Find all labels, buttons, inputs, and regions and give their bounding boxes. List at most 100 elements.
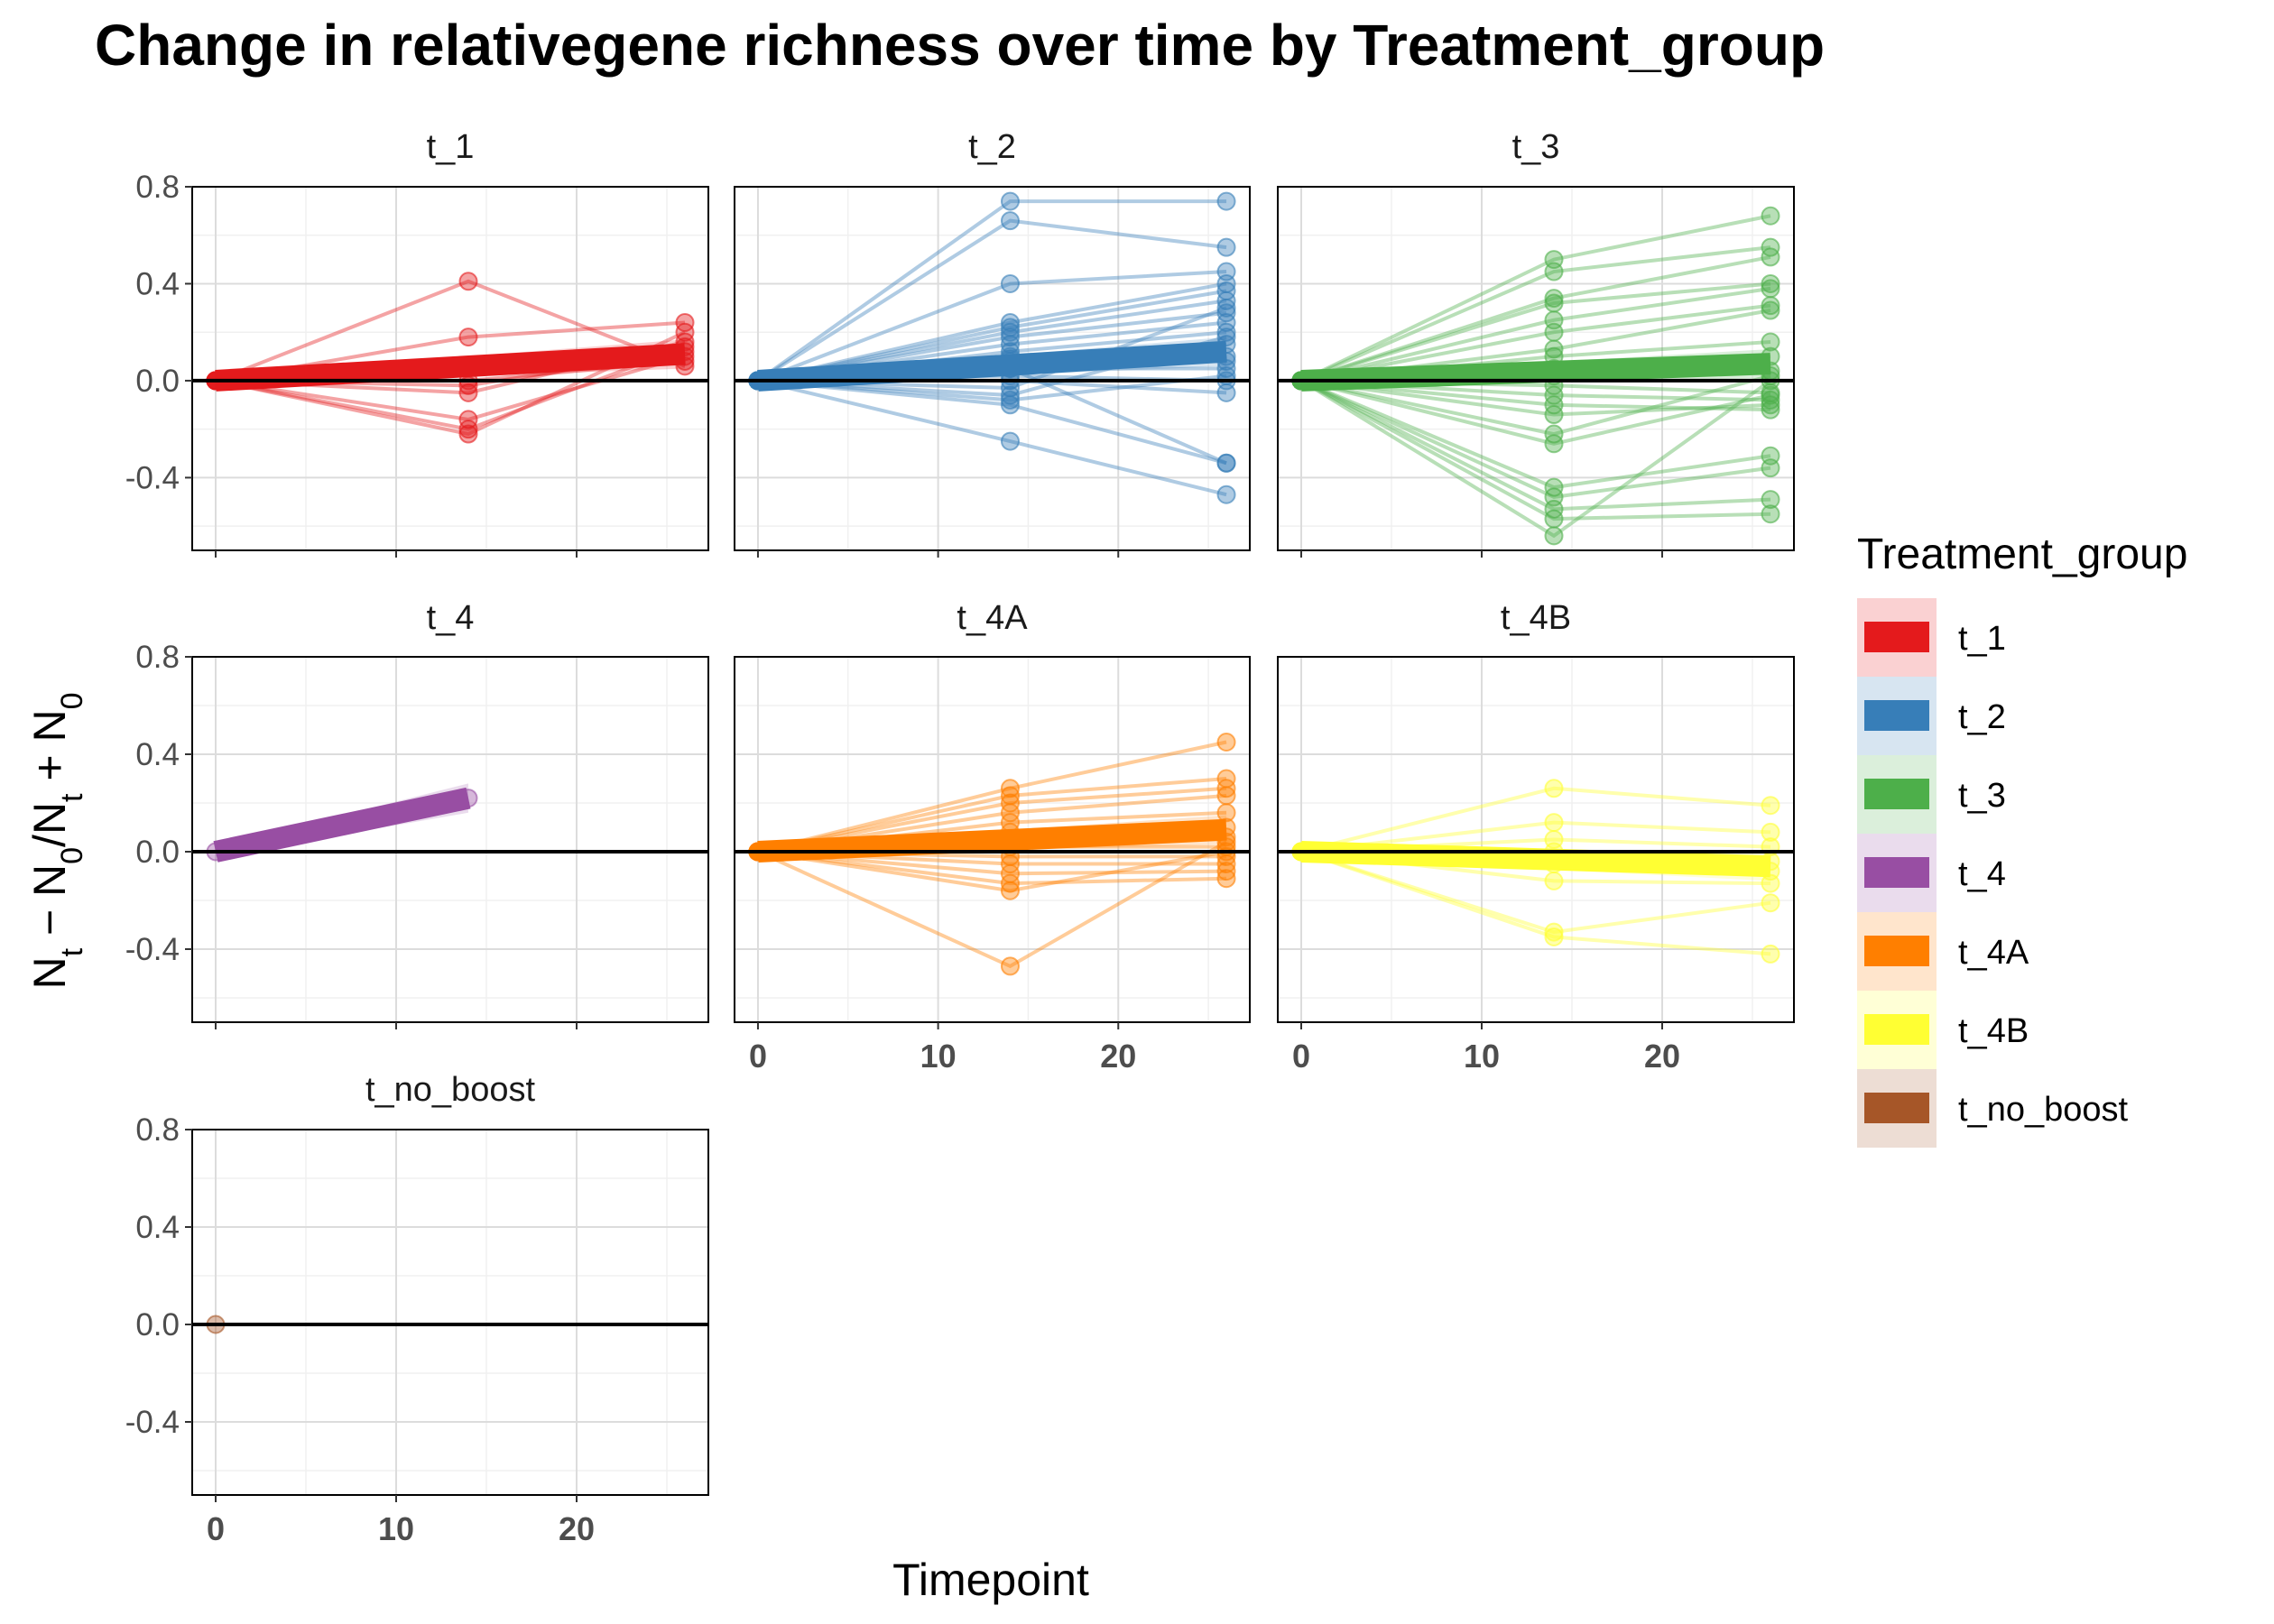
panel-t_4B: t_4B 0 10 20 [1277,599,1795,1075]
data-point [1761,504,1780,524]
data-point [1761,822,1780,842]
data-point [1000,385,1020,405]
data-point [1761,944,1780,964]
panel-t_3: t_3 [1277,128,1795,558]
y-tick-label: -0.4 [125,1405,180,1440]
series-line [757,378,1227,497]
series-line [757,777,1227,854]
data-point [458,410,478,429]
panel-t_2: t_2 [734,128,1251,558]
series-line [757,374,1227,402]
data-point [1761,247,1780,267]
series-line [757,850,1227,893]
y-axis-title-part: + N [24,709,75,793]
data-point [1000,312,1020,332]
y-axis-title-subscript: 0 [55,692,89,709]
data-point [1000,390,1020,410]
panel-border [191,1129,709,1496]
panel-border [191,186,709,551]
data-point [1544,779,1564,798]
y-tick-label: -0.4 [125,932,180,967]
y-tick-label: -0.4 [125,460,180,495]
data-point [1761,796,1780,816]
x-tick-label: 0 [1292,1038,1310,1075]
data-point [1216,484,1236,504]
legend-label: t_no_boost [1958,1091,2128,1129]
series-line [1300,379,1771,499]
data-point [458,424,478,444]
data-point [1000,395,1020,415]
trend-line [757,818,1227,863]
data-point [1761,279,1780,299]
trend-line [1300,841,1771,878]
data-point [1544,509,1564,529]
legend-label: t_3 [1958,777,2006,815]
series-line [1300,286,1771,383]
data-point [1544,405,1564,425]
y-axis-title: Nt − N0/Nt + N0 [24,692,89,989]
data-point [1544,477,1564,497]
x-tick-label: 10 [378,1510,414,1547]
legend-label: t_4 [1958,855,2006,893]
series-line [757,850,1227,886]
series-line [757,281,1227,383]
data-point [458,328,478,347]
data-point [1544,499,1564,519]
series-line [757,840,1228,969]
legend-item-t_4B: t_4B [1857,991,2029,1069]
data-point [1761,296,1780,316]
series-line [757,270,1227,383]
x-tick-label: 0 [749,1038,767,1075]
data-point [1761,206,1780,226]
x-tick-label: 20 [1644,1038,1680,1075]
trend-line [1300,353,1771,392]
series-line [1300,214,1771,383]
x-tick-label: 10 [1464,1038,1500,1075]
data-point [1000,873,1020,893]
data-point [1000,211,1020,231]
data-point [1761,390,1780,410]
series-line [1300,281,1771,383]
data-point [1544,339,1564,359]
y-axis-title-subscript: t [55,793,89,802]
data-point [1544,434,1564,454]
data-point [458,420,478,439]
data-point [1216,312,1236,332]
data-point [1216,803,1236,823]
panel-border [191,656,709,1023]
panel-border [734,186,1251,551]
data-point [1761,273,1780,293]
y-axis-title-part: /N [24,802,75,847]
series-line [1300,245,1771,383]
data-point [1544,262,1564,281]
data-point [1544,395,1564,415]
series-line [1300,850,1771,935]
data-point [1216,298,1236,318]
panel-t_4: t_4 0.8 0.4 0.0 -0.4 [125,599,709,1029]
trend-line [757,340,1227,392]
data-point [1216,733,1236,752]
x-axis-title: Timepoint [892,1555,1089,1605]
y-tick-label: 0.0 [135,364,180,399]
y-tick-label: 0.0 [135,835,180,870]
data-point [1544,293,1564,313]
data-point [1000,793,1020,813]
data-point [1761,385,1780,405]
data-point [1761,873,1780,893]
legend-label: t_2 [1958,698,2006,736]
panel-border [734,656,1251,1023]
panel-strip-label: t_4A [957,599,1028,637]
data-point [1761,237,1780,257]
data-point [1544,289,1564,309]
data-point [1216,191,1236,211]
series-line [757,299,1227,383]
series-line [756,199,1227,383]
legend-key-swatch [1864,1014,1929,1045]
data-point [1544,322,1564,342]
data-point [1544,813,1564,833]
data-point [675,322,695,342]
data-point [1216,869,1236,889]
panel-strip-label: t_no_boost [365,1071,535,1109]
legend-item-t_1: t_1 [1857,598,2006,677]
